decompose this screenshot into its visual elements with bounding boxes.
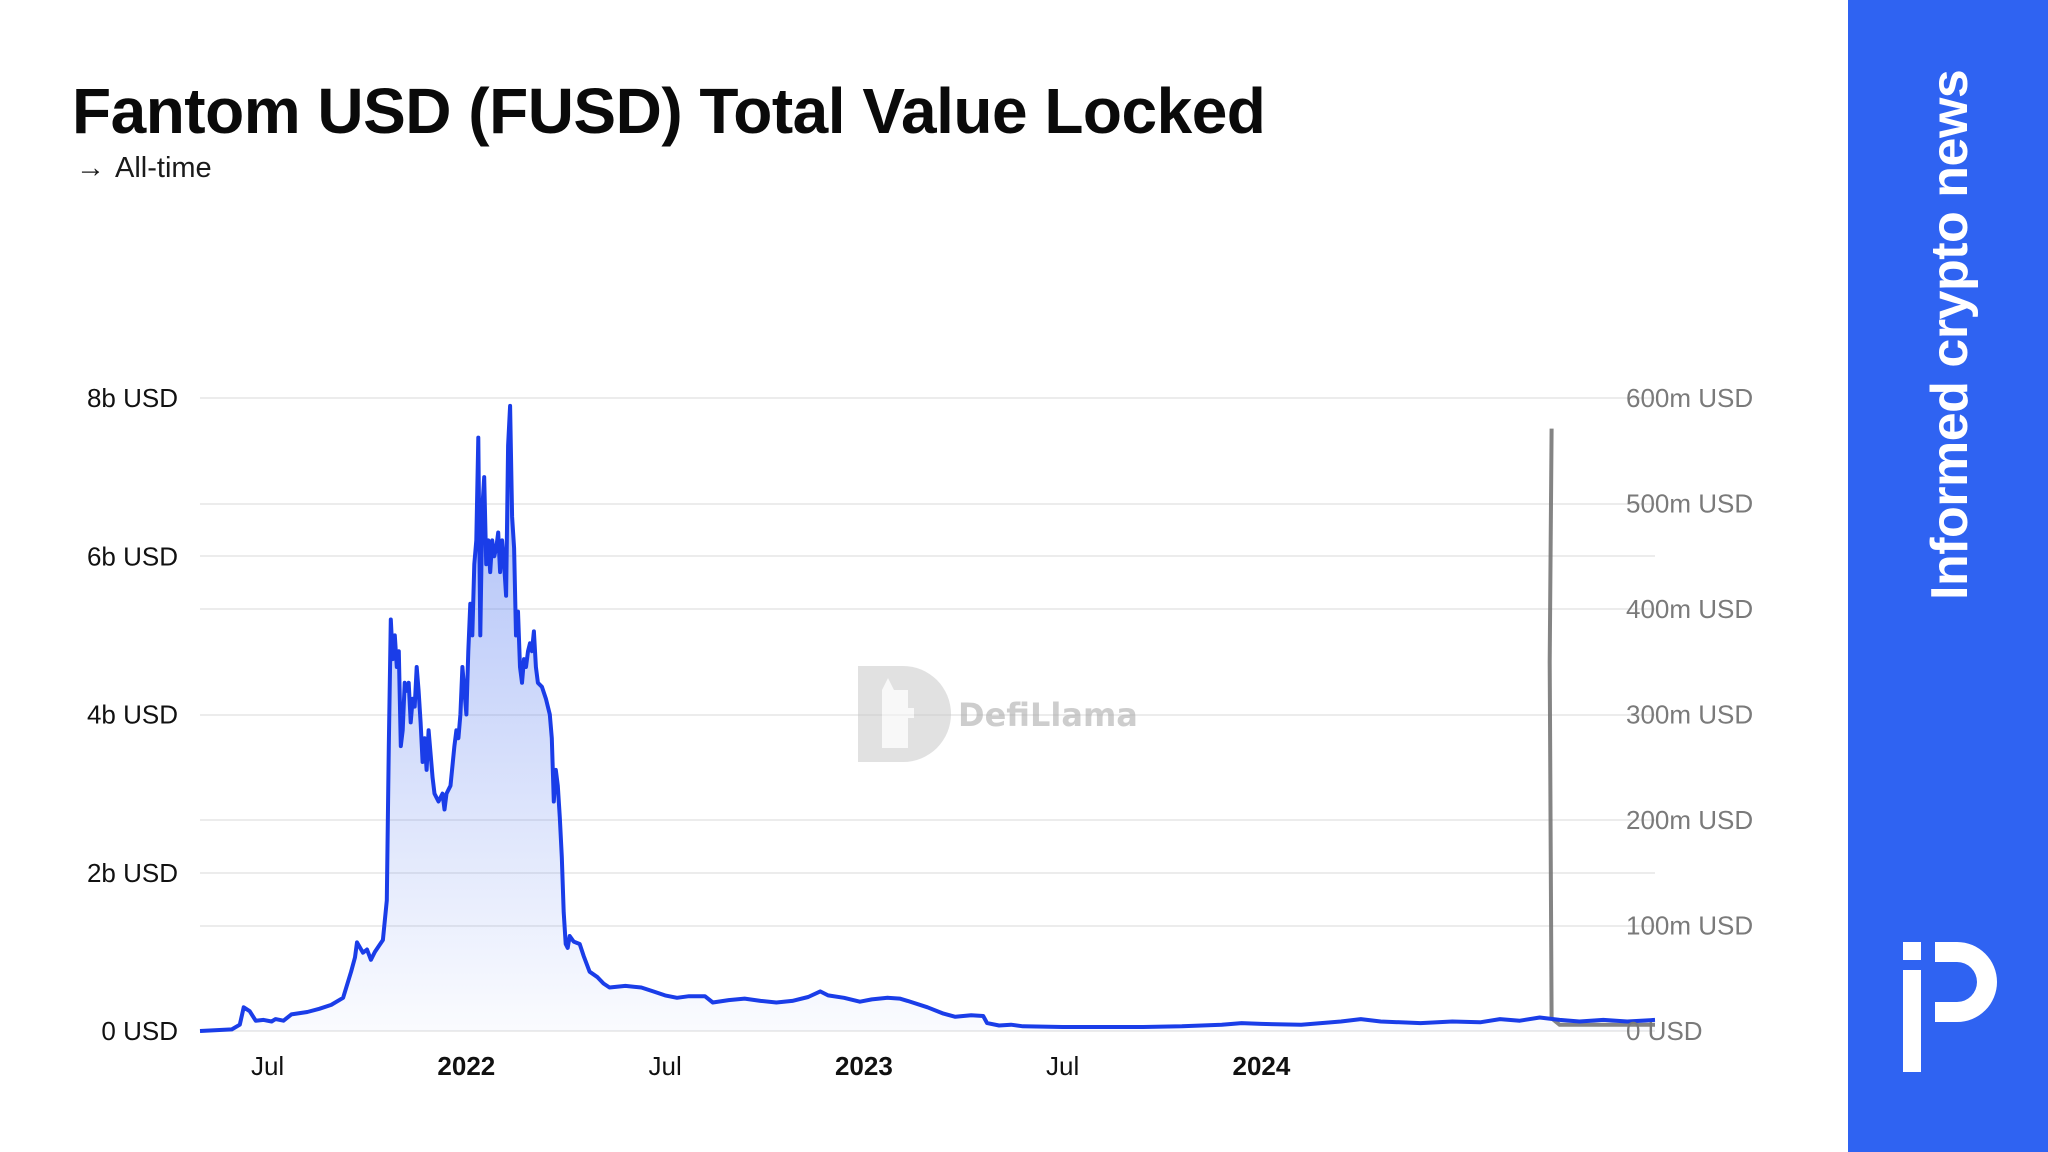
watermark-text: DefiLlama [958, 696, 1138, 734]
y-right-tick-label: 600m USD [1626, 383, 1753, 413]
y-right-tick-label: 200m USD [1626, 805, 1753, 835]
y-right-tick-label: 400m USD [1626, 594, 1753, 624]
series-lines [199, 403, 1656, 1033]
y-left-tick-label: 0 USD [101, 1016, 178, 1046]
tagline-text: Informed crypto news [1921, 69, 1979, 600]
primary-series-line [199, 403, 1656, 1033]
llama-silhouette [882, 678, 914, 748]
x-tick-label: Jul [1046, 1051, 1079, 1081]
arrow-right-icon: → [76, 152, 105, 184]
y-left-tick-label: 6b USD [87, 541, 178, 571]
x-tick-label: Jul [251, 1051, 284, 1081]
y-right-tick-label: 500m USD [1626, 489, 1753, 519]
x-tick-label: 2024 [1233, 1051, 1291, 1081]
y-left-tick-label: 8b USD [87, 383, 178, 413]
y-left-tick-label: 4b USD [87, 700, 178, 730]
page-title: Fantom USD (FUSD) Total Value Locked [72, 75, 1266, 147]
area-fill [200, 405, 1655, 1031]
defillama-watermark: DefiLlama [858, 666, 1138, 762]
time-range-label: All-time [115, 152, 212, 184]
x-tick-label: Jul [648, 1051, 681, 1081]
x-tick-label: 2023 [835, 1051, 893, 1081]
x-tick-label: 2022 [437, 1051, 495, 1081]
y-right-tick-label: 300m USD [1626, 700, 1753, 730]
series-area [200, 405, 1655, 1031]
brand-logo-icon [1903, 942, 1997, 1072]
chart-subtitle: → All-time [76, 152, 212, 185]
llama-logo-icon [858, 666, 951, 762]
y-right-tick-label: 100m USD [1626, 911, 1753, 941]
y-right-tick-label: 0 USD [1626, 1016, 1703, 1046]
y-left-tick-label: 2b USD [87, 858, 178, 888]
axis-labels: 0 USD 2b USD 4b USD 6b USD 8b USD 0 USD 100m U… [87, 383, 1753, 1081]
